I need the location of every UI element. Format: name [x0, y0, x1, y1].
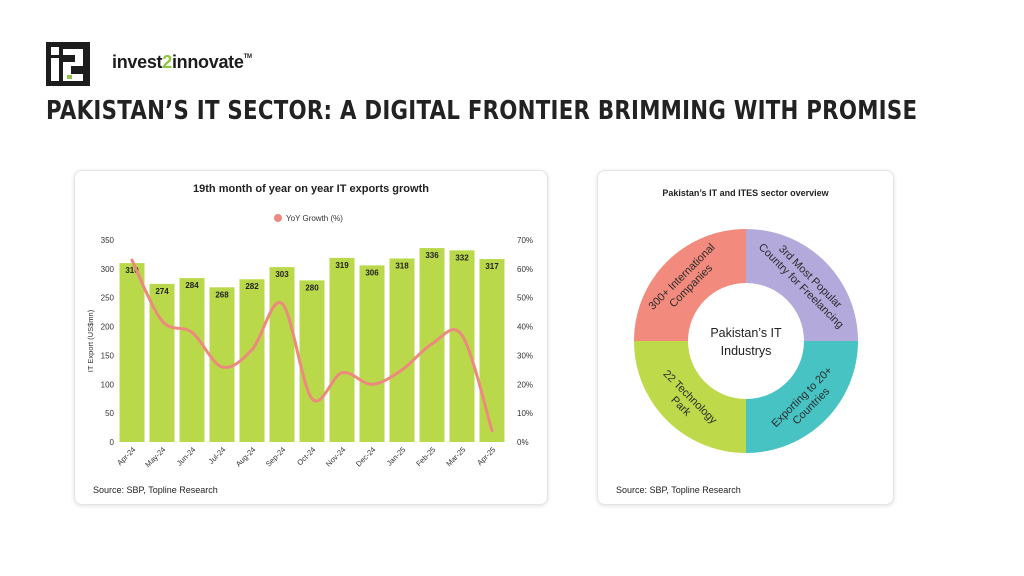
bar-Oct-24: [299, 280, 325, 442]
bar-Dec-24: [359, 265, 385, 442]
bar-Aug-24: [239, 279, 265, 442]
x-tick-label: Apr-25: [475, 445, 497, 467]
x-tick-label: Jan-25: [385, 445, 408, 468]
x-tick-label: Apr-24: [115, 445, 137, 467]
exports-chart: YoY Growth (%) 0 50 100 150 200 250 300 350 0% 10%…: [86, 214, 533, 469]
yoy-point-May-24: [160, 319, 164, 323]
bar-value-label: 274: [155, 287, 169, 296]
exports-chart-card: 19th month of year on year IT exports gr…: [74, 170, 548, 505]
y2-tick-label: 70%: [517, 236, 533, 245]
donut-slice-4: [634, 229, 746, 341]
y-tick-label: 250: [101, 294, 115, 303]
bar-value-label: 310: [125, 266, 139, 275]
y-tick-label: 100: [101, 380, 115, 389]
donut-slice-2: [746, 341, 858, 453]
x-tick-label: Mar-25: [444, 445, 467, 468]
yoy-point-Apr-24: [130, 258, 134, 262]
yoy-point-Sep-24: [280, 301, 284, 305]
bar-value-label: 282: [245, 282, 259, 291]
bar-value-label: 318: [395, 261, 409, 270]
y2-tick-label: 0%: [517, 438, 529, 447]
brand-wordmark: invest2innovateTM: [112, 52, 252, 72]
bar-value-label: 336: [425, 251, 439, 260]
bar-value-label: 268: [215, 290, 229, 299]
y2-tick-label: 60%: [517, 265, 533, 274]
donut-center-label: Pakistan’s IT: [710, 326, 782, 340]
x-tick-label: Aug-24: [234, 445, 257, 468]
yoy-point-Dec-24: [370, 382, 374, 386]
x-tick-label: May-24: [143, 445, 167, 469]
bar-Apr-25: [479, 259, 505, 442]
yoy-point-Oct-24: [310, 397, 314, 401]
y2-tick-label: 20%: [517, 380, 533, 389]
y2-tick-label: 10%: [517, 409, 533, 418]
bar-value-label: 317: [485, 262, 499, 271]
y-tick-label: 300: [101, 265, 115, 274]
donut-slice-1: [746, 229, 858, 341]
exports-chart-source: Source: SBP, Topline Research: [93, 485, 218, 495]
bar-Mar-25: [449, 250, 475, 442]
yoy-point-Feb-25: [430, 342, 434, 346]
yoy-point-Mar-25: [460, 333, 464, 337]
y2-tick-label: 30%: [517, 351, 533, 360]
yoy-point-Apr-25: [490, 428, 494, 432]
donut-center: [689, 284, 803, 398]
y-axis-label: IT Export (US$mn): [86, 309, 95, 372]
bar-Jun-24: [179, 278, 205, 442]
x-tick-label: Jun-24: [175, 445, 198, 468]
y-tick-label: 350: [101, 236, 115, 245]
yoy-point-Aug-24: [250, 348, 254, 352]
bar-Nov-24: [329, 257, 355, 442]
bar-Jan-25: [389, 258, 415, 442]
donut-center-label: Industrys: [721, 344, 772, 358]
x-tick-label: Nov-24: [324, 445, 347, 468]
yoy-point-Nov-24: [340, 371, 344, 375]
exports-chart-title: 19th month of year on year IT exports gr…: [193, 183, 429, 195]
bar-value-label: 303: [275, 270, 289, 279]
i2-logo-icon: [46, 42, 90, 86]
y-tick-label: 50: [105, 409, 114, 418]
bar-value-label: 319: [335, 261, 349, 270]
y2-tick-label: 50%: [517, 294, 533, 303]
legend-label-yoy: YoY Growth (%): [286, 214, 343, 223]
page-title: PAKISTAN’S IT SECTOR: A DIGITAL FRONTIER…: [46, 96, 918, 126]
x-tick-label: Dec-24: [354, 445, 377, 468]
y-tick-label: 200: [101, 323, 115, 332]
y-tick-label: 150: [101, 351, 115, 360]
bar-Sep-24: [269, 267, 295, 442]
sector-overview-card: Pakistan’s IT and ITES sector overview 3…: [597, 170, 894, 505]
y2-tick-label: 40%: [517, 323, 533, 332]
bar-value-label: 306: [365, 268, 379, 277]
y-tick-label: 0: [110, 438, 115, 447]
x-tick-label: Feb-25: [414, 445, 437, 468]
i2-logo: [46, 42, 90, 86]
bar-Apr-24: [119, 263, 145, 442]
sector-overview-source: Source: SBP, Topline Research: [616, 485, 741, 495]
legend-marker-yoy: [274, 214, 282, 222]
sector-overview-title: Pakistan’s IT and ITES sector overview: [662, 188, 829, 198]
bar-value-label: 332: [455, 253, 469, 262]
bar-value-label: 280: [305, 283, 319, 292]
yoy-point-Jun-24: [190, 330, 194, 334]
x-tick-label: Oct-24: [295, 445, 317, 467]
yoy-point-Jan-25: [400, 368, 404, 372]
yoy-point-Jul-24: [220, 365, 224, 369]
bar-Jul-24: [209, 287, 235, 442]
bar-value-label: 284: [185, 281, 199, 290]
x-tick-label: Sep-24: [264, 445, 287, 468]
x-tick-label: Jul-24: [207, 445, 228, 466]
donut-slice-3: [634, 341, 746, 453]
